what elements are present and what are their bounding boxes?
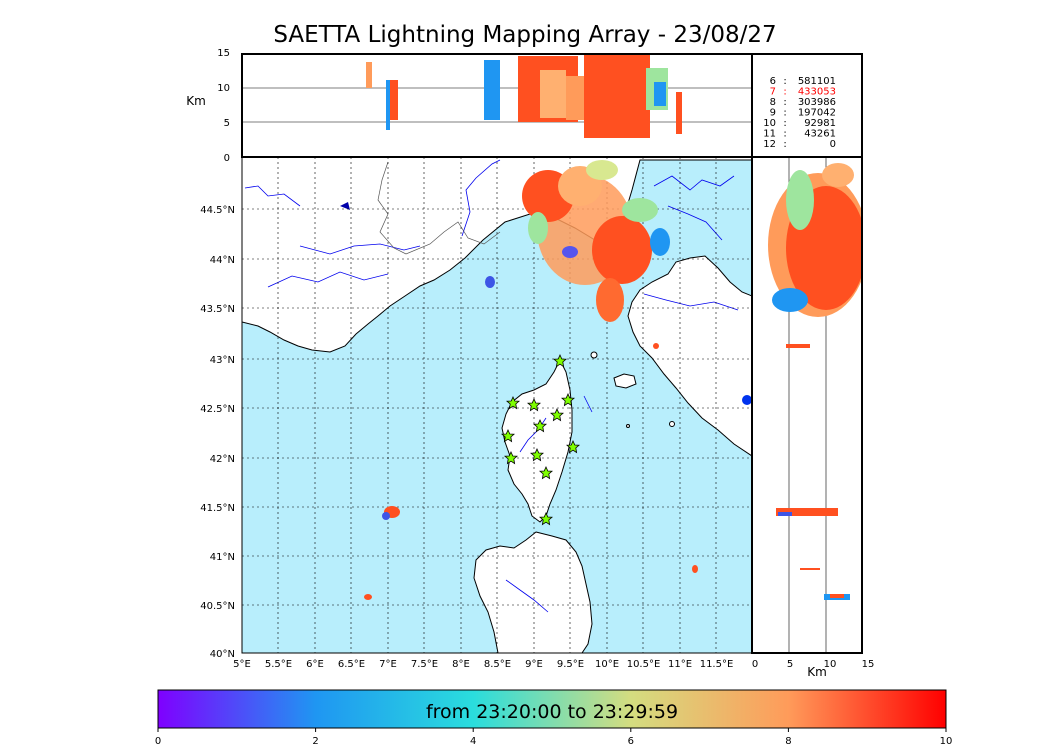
colorbar-tick-label: 0 [155,736,161,747]
side-altitude-tick-label: 15 [862,659,875,670]
longitude-tick-label: 11°E [668,659,692,670]
colorbar-tick-label: 8 [785,736,791,747]
altitude-tick-label: 0 [224,153,230,164]
altitude-lat-panel [752,157,862,653]
station-counts-table: 6: 581101 7: 433053 8: 303986 9: 197042 10: 92981… [763,76,836,150]
longitude-tick-label: 9.5°E [557,659,584,670]
altitude-lon-panel [242,54,752,157]
longitude-tick-labels: 5°E 5.5°E 6°E 6.5°E 7°E 7.5°E 8°E 8.5°E 9°E 9.5°E… [233,659,733,670]
station-count-value: 433053 [798,87,836,98]
station-count-separator: : [783,97,786,108]
station-count-value: 92981 [804,118,836,129]
station-count-separator: : [783,76,786,87]
station-count-separator: : [783,139,786,150]
station-count-separator: : [783,118,786,129]
station-count-separator: : [783,108,786,119]
altitude-tick-label: 10 [217,83,230,94]
altitude-tick-label: 5 [224,118,230,129]
altitude-tick-label: 15 [217,48,230,59]
chart-title: SAETTA Lightning Mapping Array - 23/08/2… [273,22,777,48]
station-count-value: 43261 [804,129,836,140]
side-altitude-tick-label: 5 [787,659,793,670]
latitude-tick-label: 42.5°N [200,404,235,415]
counts-panel-frame [751,53,863,158]
longitude-tick-label: 8.5°E [484,659,511,670]
latitude-tick-labels: 44.5°N 44°N 43.5°N 43°N 42.5°N 42°N 41.5°N 41°N… [200,205,235,660]
latitude-tick-label: 44.5°N [200,205,235,216]
elba-island [613,373,637,389]
colorbar-tick-label: 4 [470,736,476,747]
map-panel [242,157,752,653]
offmap-marker [742,395,752,405]
colorbar-tick-label: 2 [312,736,318,747]
longitude-tick-label: 5.5°E [265,659,292,670]
sardinia-island [473,531,593,653]
station-count-id: 7 [770,87,776,98]
station-count-value: 0 [830,139,836,150]
station-count-separator: : [783,87,786,98]
station-count-value: 581101 [798,76,836,87]
longitude-tick-label: 7°E [379,659,397,670]
longitude-tick-label: 5°E [233,659,251,670]
longitude-tick-label: 6.5°E [338,659,365,670]
station-count-id: 12 [763,139,776,150]
montecristo-island [626,424,630,428]
lake-geneva [340,202,350,210]
giglio-island [669,421,675,427]
station-markers [500,354,581,526]
side-altitude-tick-label: 10 [824,659,837,670]
latitude-tick-label: 40°N [210,649,235,660]
latitude-tick-label: 43.5°N [200,304,235,315]
side-altitude-tick-label: 0 [752,659,758,670]
station-count-id: 10 [763,118,776,129]
longitude-tick-label: 8°E [452,659,470,670]
colorbar-tick-label: 10 [940,736,953,747]
longitude-tick-label: 10°E [595,659,619,670]
altitude-tick-labels: 15 10 5 0 [217,48,230,164]
lightning-sources-map [364,160,698,600]
station-count-id: 9 [770,108,776,119]
station-count-separator: : [783,129,786,140]
latitude-tick-label: 42°N [210,454,235,465]
latitude-tick-label: 41.5°N [200,503,235,514]
border-france-italy [377,161,501,255]
longitude-tick-label: 9°E [525,659,543,670]
station-count-value: 197042 [798,108,836,119]
capraia-island [590,351,598,359]
latitude-tick-label: 43°N [210,355,235,366]
side-axis-label: Km [807,665,827,679]
colorbar-tick-labels: 0 2 4 6 8 10 [155,728,953,747]
map-gridlines [242,157,752,653]
side-altitude-tick-labels: 0 5 10 15 [752,659,875,670]
side-panel-frame [751,156,863,654]
latitude-tick-label: 44°N [210,255,235,266]
longitude-tick-label: 10.5°E [627,659,661,670]
latitude-tick-label: 41°N [210,552,235,563]
longitude-tick-label: 6°E [306,659,324,670]
station-count-id: 6 [770,76,776,87]
station-count-id: 8 [770,97,776,108]
station-count-value: 303986 [798,97,836,108]
colorbar-label: from 23:20:00 to 23:29:59 [425,701,679,723]
longitude-tick-label: 7.5°E [411,659,438,670]
latitude-tick-label: 40.5°N [200,601,235,612]
station-count-id: 11 [763,129,776,140]
altitude-axis-label: Km [186,94,206,108]
rivers [244,159,739,613]
colorbar [157,689,947,729]
colorbar-tick-label: 6 [628,736,634,747]
mainland-landmass [242,157,752,457]
longitude-tick-label: 11.5°E [700,659,734,670]
corsica-island [501,358,573,523]
